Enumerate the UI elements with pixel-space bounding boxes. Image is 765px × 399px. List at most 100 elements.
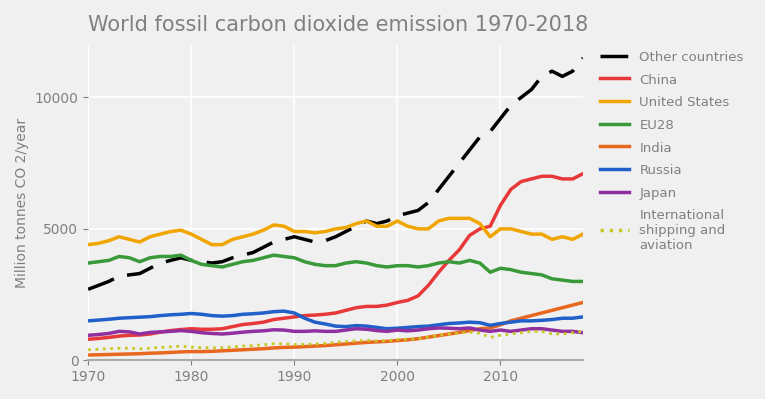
Japan — [187, 329, 196, 334]
India — [382, 339, 392, 344]
China — [217, 326, 226, 331]
United States — [558, 234, 567, 239]
India — [392, 338, 402, 343]
India — [249, 347, 258, 352]
Other countries — [156, 261, 165, 265]
Japan — [506, 329, 516, 334]
Other countries — [496, 116, 505, 121]
China — [300, 313, 309, 318]
Japan — [135, 332, 145, 336]
International
shipping and
aviation — [413, 336, 422, 341]
Russia — [382, 326, 392, 331]
International
shipping and
aviation — [516, 330, 526, 335]
China — [125, 333, 134, 338]
Other countries — [187, 258, 196, 263]
International
shipping and
aviation — [331, 340, 340, 345]
Other countries — [516, 95, 526, 100]
Japan — [94, 332, 103, 337]
Russia — [568, 316, 578, 321]
United States — [392, 219, 402, 223]
Japan — [238, 330, 247, 334]
India — [259, 346, 268, 351]
Other countries — [300, 237, 309, 242]
United States — [311, 230, 320, 235]
Japan — [341, 328, 350, 332]
International
shipping and
aviation — [465, 330, 474, 334]
International
shipping and
aviation — [269, 341, 278, 346]
United States — [217, 242, 226, 247]
Russia — [217, 314, 226, 318]
Russia — [94, 318, 103, 322]
India — [104, 352, 113, 357]
United States — [104, 238, 113, 243]
India — [475, 326, 484, 331]
Japan — [352, 326, 361, 331]
Other countries — [424, 200, 433, 205]
Other countries — [321, 238, 330, 243]
Russia — [475, 320, 484, 325]
EU28 — [311, 262, 320, 267]
International
shipping and
aviation — [279, 341, 288, 346]
Other countries — [341, 229, 350, 234]
Line: Russia: Russia — [88, 311, 583, 329]
Other countries — [537, 74, 546, 79]
China — [331, 310, 340, 315]
Japan — [527, 326, 536, 331]
International
shipping and
aviation — [548, 332, 557, 336]
China — [403, 298, 412, 303]
United States — [506, 227, 516, 231]
China — [259, 320, 268, 324]
International
shipping and
aviation — [94, 347, 103, 352]
EU28 — [125, 255, 134, 260]
China — [341, 308, 350, 313]
EU28 — [382, 265, 392, 269]
International
shipping and
aviation — [104, 346, 113, 351]
Russia — [290, 310, 299, 315]
China — [434, 270, 443, 275]
Russia — [403, 325, 412, 330]
EU28 — [156, 254, 165, 259]
China — [392, 300, 402, 305]
Russia — [300, 316, 309, 321]
China — [578, 171, 588, 176]
EU28 — [341, 261, 350, 265]
International
shipping and
aviation — [83, 348, 93, 352]
China — [187, 326, 196, 331]
EU28 — [444, 259, 454, 264]
United States — [279, 224, 288, 229]
EU28 — [578, 279, 588, 284]
Russia — [434, 322, 443, 327]
Japan — [392, 328, 402, 332]
Russia — [506, 320, 516, 324]
EU28 — [300, 259, 309, 264]
Japan — [269, 328, 278, 332]
Russia — [156, 313, 165, 318]
Russia — [83, 318, 93, 323]
Russia — [486, 323, 495, 328]
EU28 — [413, 265, 422, 269]
EU28 — [104, 258, 113, 263]
India — [434, 333, 443, 338]
India — [83, 353, 93, 358]
United States — [373, 224, 382, 229]
Japan — [496, 328, 505, 332]
Russia — [125, 315, 134, 320]
Japan — [548, 328, 557, 332]
Line: International
shipping and
aviation: International shipping and aviation — [88, 331, 583, 350]
United States — [238, 234, 247, 239]
Other countries — [145, 266, 155, 271]
Japan — [207, 331, 216, 336]
Russia — [373, 325, 382, 330]
EU28 — [290, 255, 299, 260]
Other countries — [382, 219, 392, 223]
Line: India: India — [88, 302, 583, 355]
Line: EU28: EU28 — [88, 255, 583, 281]
United States — [382, 224, 392, 229]
China — [496, 203, 505, 207]
China — [568, 176, 578, 181]
India — [166, 350, 175, 355]
United States — [177, 228, 186, 233]
India — [352, 341, 361, 346]
India — [269, 346, 278, 350]
Japan — [217, 332, 226, 336]
